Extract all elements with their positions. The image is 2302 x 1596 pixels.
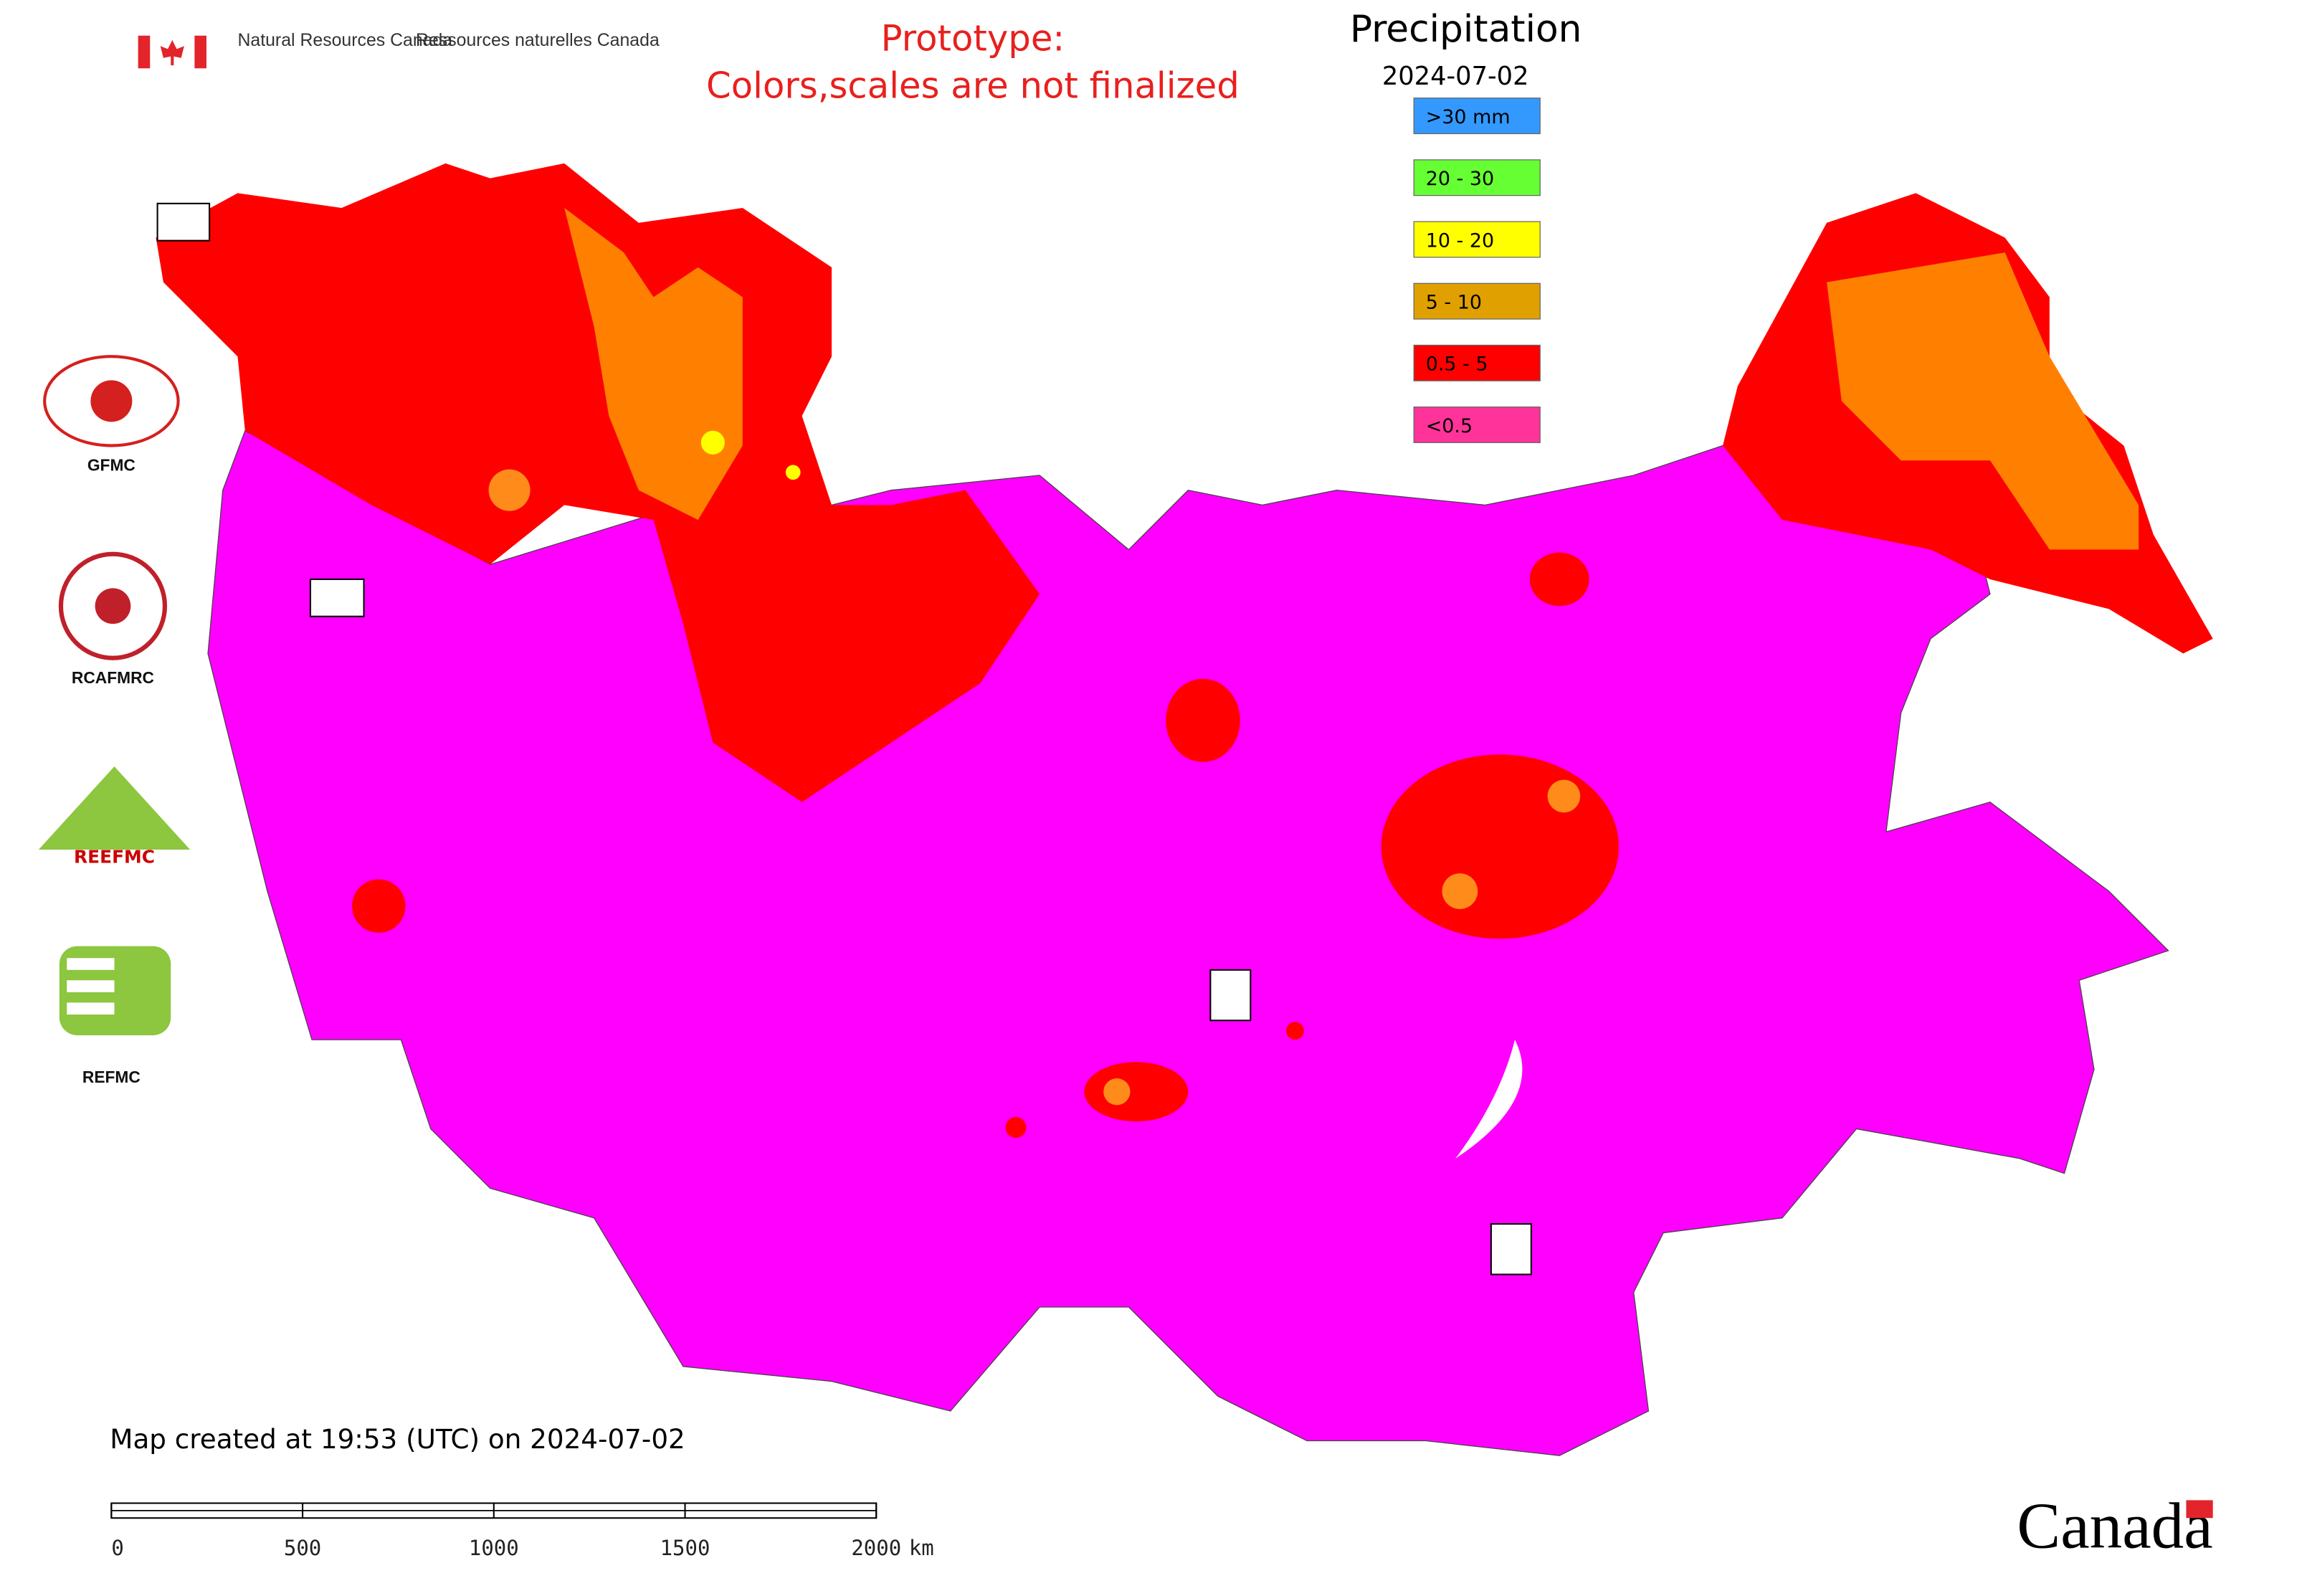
scale-bar: 0 500 1000 1500 2000 km	[110, 1502, 934, 1560]
canada-wordmark: Canada	[2017, 1490, 2212, 1562]
legend-swatch	[1413, 159, 1541, 196]
legend-swatch	[1413, 282, 1541, 320]
legend: >30 mm 20 - 30 10 - 20 5 - 10 0.5 - 5 <0.5	[1413, 98, 1541, 443]
agency-en: Natural Resources Canada	[237, 31, 452, 50]
legend-swatch	[1413, 344, 1541, 381]
wordmark-flag	[2186, 1500, 2213, 1519]
legend-label: >30 mm	[1426, 106, 1511, 128]
logo-label: REEFMC	[74, 847, 155, 868]
legend-label: 10 - 20	[1426, 229, 1494, 252]
created-note: Map created at 19:53 (UTC) on 2024-07-02	[110, 1423, 685, 1455]
notice: Colors,scales are not finalized	[706, 65, 1240, 107]
legend-label: 5 - 10	[1426, 291, 1482, 313]
scale-label: 1000	[469, 1536, 519, 1560]
agency-fr: Ressources naturelles Canada	[416, 31, 660, 50]
nrcan-signature: Natural Resources Canada Ressources natu…	[138, 31, 660, 69]
scale-label: 0	[111, 1536, 123, 1560]
logos: GFMC RCAFMRC REEFMC REFMC	[38, 202, 1532, 1276]
legend-swatch	[1413, 407, 1541, 443]
legend-date: 2024-07-02	[1382, 62, 1529, 91]
scale-label: 500	[284, 1536, 321, 1560]
scale-label: 2000	[851, 1536, 901, 1560]
map-area	[156, 163, 2213, 1456]
legend-swatch	[1413, 221, 1541, 258]
logo-label: GFMC	[87, 456, 135, 475]
notice: Prototype:	[881, 17, 1065, 59]
legend-label: <0.5	[1426, 415, 1473, 437]
legend-title: Precipitation	[1350, 8, 1582, 51]
scale-unit: km	[909, 1536, 934, 1560]
legend-swatch	[1413, 98, 1541, 135]
scale-label: 1500	[660, 1536, 710, 1560]
legend-label: 20 - 30	[1426, 168, 1494, 190]
legend-label: 0.5 - 5	[1426, 353, 1488, 376]
logo-label: REFMC	[82, 1068, 141, 1086]
logo-label: RCAFMRC	[72, 668, 154, 687]
